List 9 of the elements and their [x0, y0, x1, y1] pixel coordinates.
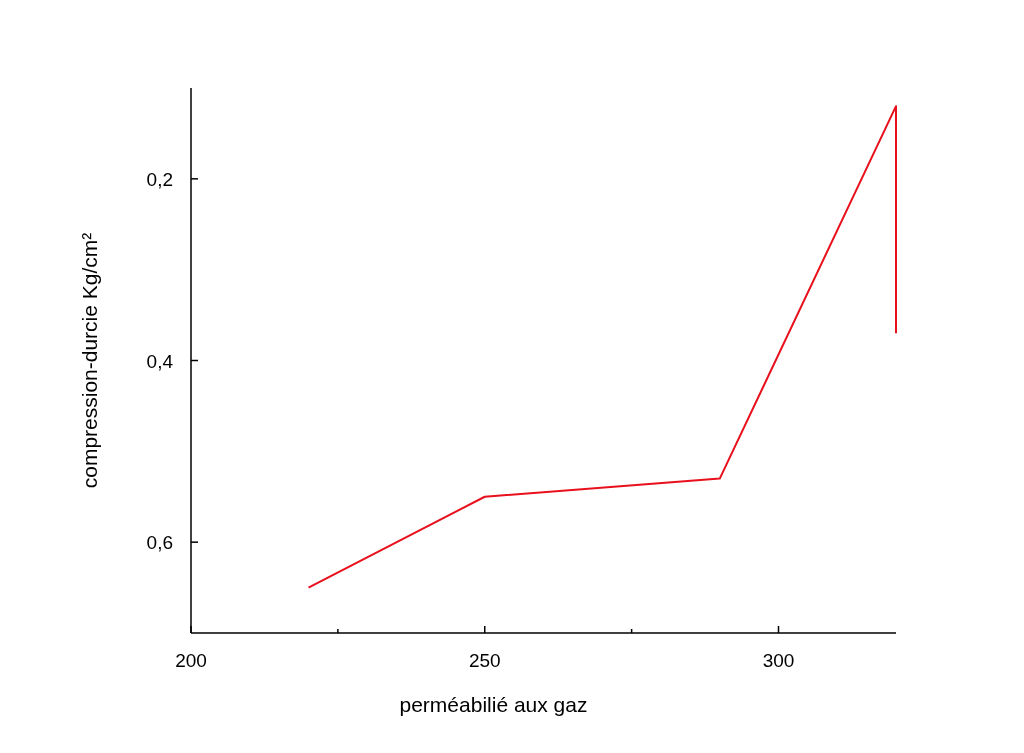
x-tick-label: 200 — [175, 650, 207, 671]
line-series — [307, 105, 897, 589]
y-tick-label: 0,6 — [146, 532, 173, 554]
y-tick-label: 0,4 — [146, 350, 174, 372]
x-tick-label: 250 — [468, 650, 501, 671]
x-axis-title: perméabilié aux gaz — [399, 693, 588, 716]
y-axis-title: compression-durcie Kg/cm² — [78, 232, 101, 489]
x-tick-label: 300 — [762, 650, 795, 671]
y-tick-label: 0,2 — [146, 168, 173, 190]
